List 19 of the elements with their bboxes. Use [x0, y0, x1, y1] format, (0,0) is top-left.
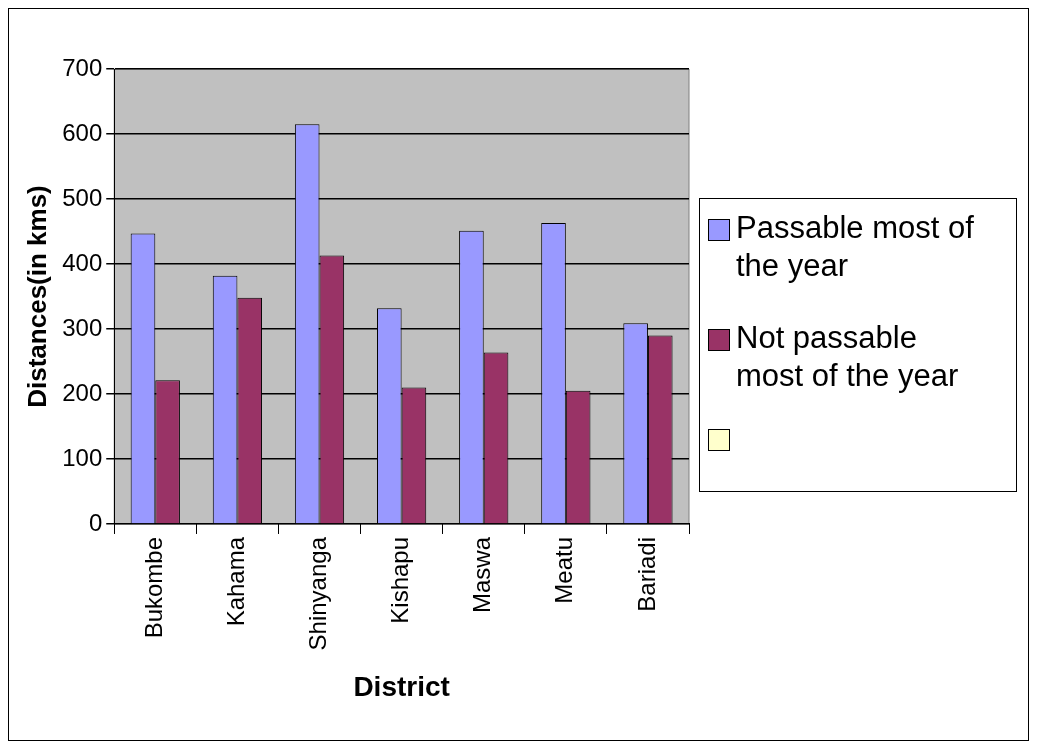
- x-tick-label: Shinyanga: [304, 536, 332, 651]
- x-tick-label: Kishapu: [386, 536, 414, 624]
- y-tick-label: 300: [62, 313, 103, 341]
- x-tick-label: Meatu: [550, 536, 578, 604]
- y-tick-label: 200: [62, 378, 103, 406]
- y-axis-title: Distances(in kms): [21, 185, 52, 408]
- y-tick-label: 0: [88, 508, 103, 536]
- y-tick-label: 500: [62, 183, 103, 211]
- x-tick-label: Kahama: [222, 536, 250, 627]
- y-tick-label: 400: [62, 248, 103, 276]
- legend-label: Passable most of the year: [736, 208, 975, 285]
- x-tick-label: Maswa: [468, 536, 496, 614]
- y-tick-label: 100: [62, 443, 103, 471]
- y-tick-label: 600: [62, 118, 103, 146]
- legend-label: Not passable most of the year: [736, 318, 960, 395]
- x-tick-label: Bariadi: [632, 536, 660, 612]
- x-axis-title: District: [353, 670, 450, 702]
- y-tick-label: 700: [62, 53, 103, 81]
- x-tick-label: Bukombe: [139, 536, 167, 639]
